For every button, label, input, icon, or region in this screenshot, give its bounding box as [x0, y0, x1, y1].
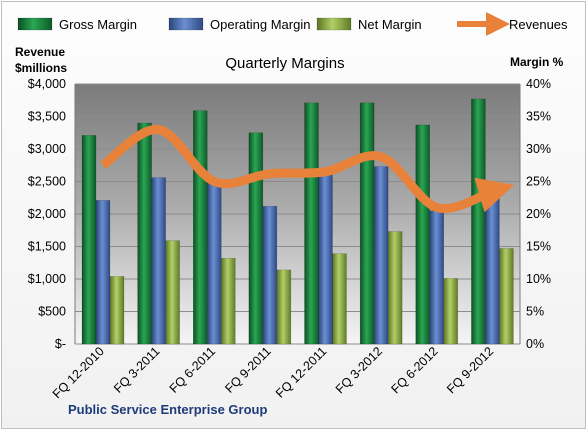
x-tick-label: FQ 3-2011: [111, 344, 163, 396]
right-tick-label: 5%: [526, 305, 544, 319]
right-tick-label: 30%: [526, 142, 551, 156]
left-tick-label: $500: [38, 305, 66, 319]
operating-margin-bar: [95, 200, 111, 345]
right-tick-label: 35%: [526, 110, 551, 124]
operating-margin-bar: [151, 177, 166, 345]
operating-margin-bar: [262, 205, 278, 345]
left-axis-ticks: $- $500 $1,000 $1,500 $2,000 $2,500 $3,000 $3,5…: [28, 77, 66, 351]
net-margin-bar: [109, 276, 125, 345]
revenues-line: [100, 124, 514, 214]
legend-swatch-net-margin: [316, 17, 352, 31]
x-axis-labels: FQ 12-2010 FQ 3-2011 FQ 6-2011 FQ 9-2011 FQ …: [50, 344, 496, 401]
operating-margin-bar: [207, 181, 222, 345]
x-tick-label: FQ 6-2011: [167, 344, 219, 396]
right-tick-label: 20%: [526, 207, 551, 221]
gross-margin-bar: [193, 110, 208, 345]
right-tick-label: 40%: [526, 77, 551, 91]
left-tick-label: $2,000: [28, 207, 66, 221]
x-tick-label: FQ 6-2012: [389, 344, 441, 396]
net-margin-bar: [165, 240, 180, 345]
x-tick-label: FQ 12-2011: [273, 344, 329, 400]
right-tick-label: 0%: [526, 337, 544, 351]
left-axis-title-line2: $millions: [15, 61, 67, 75]
left-axis-title-line1: Revenue: [15, 45, 65, 59]
legend: Gross Margin Operating Margin Net Margin Re…: [17, 12, 568, 36]
right-tick-label: 10%: [526, 272, 551, 286]
left-tick-label: $3,500: [28, 110, 66, 124]
legend-label-gross-margin: Gross Margin: [59, 17, 137, 32]
right-tick-label: 15%: [526, 240, 551, 254]
right-axis-ticks: 0% 5% 10% 15% 20% 25% 30% 35% 40%: [526, 77, 551, 351]
right-axis-title: Margin %: [510, 55, 564, 69]
left-tick-label: $3,000: [28, 142, 66, 156]
net-margin-bar: [276, 269, 292, 345]
x-tick-label: FQ 12-2010: [50, 344, 107, 401]
operating-margin-bar: [373, 166, 389, 345]
bars: [81, 98, 514, 345]
left-tick-label: $2,500: [28, 175, 66, 189]
legend-label-net-margin: Net Margin: [358, 17, 422, 32]
revenue-line: [100, 124, 514, 214]
x-tick-label: FQ 9-2011: [222, 344, 274, 396]
gross-margin-bar: [81, 135, 97, 345]
chart-title: Quarterly Margins: [225, 55, 344, 72]
left-tick-label: $1,500: [28, 240, 66, 254]
operating-margin-bar: [318, 168, 333, 345]
company-name: Public Service Enterprise Group: [68, 402, 267, 417]
operating-margin-bar: [429, 210, 444, 345]
net-margin-bar: [221, 257, 236, 345]
net-margin-bar: [332, 253, 347, 345]
operating-margin-bar: [485, 182, 500, 345]
net-margin-bar: [499, 248, 514, 345]
gross-margin-bar: [137, 122, 152, 345]
net-margin-bar: [443, 278, 458, 345]
gross-margin-bar: [415, 124, 430, 345]
gross-margin-bar: [471, 98, 486, 345]
gross-margin-bar: [248, 132, 264, 345]
legend-label-operating-margin: Operating Margin: [210, 17, 310, 32]
right-tick-label: 25%: [526, 175, 551, 189]
left-tick-label: $-: [55, 337, 66, 351]
gross-margin-bar: [304, 102, 319, 345]
x-tick-label: FQ 9-2012: [444, 344, 496, 396]
left-tick-label: $1,000: [28, 272, 66, 286]
left-tick-label: $4,000: [28, 77, 66, 91]
legend-swatch-operating-margin: [168, 17, 204, 31]
legend-swatch-gross-margin: [17, 17, 53, 31]
legend-label-revenues: Revenues: [509, 17, 568, 32]
x-tick-label: FQ 3-2012: [333, 344, 385, 396]
net-margin-bar: [387, 231, 403, 345]
gross-margin-bar: [359, 102, 375, 345]
